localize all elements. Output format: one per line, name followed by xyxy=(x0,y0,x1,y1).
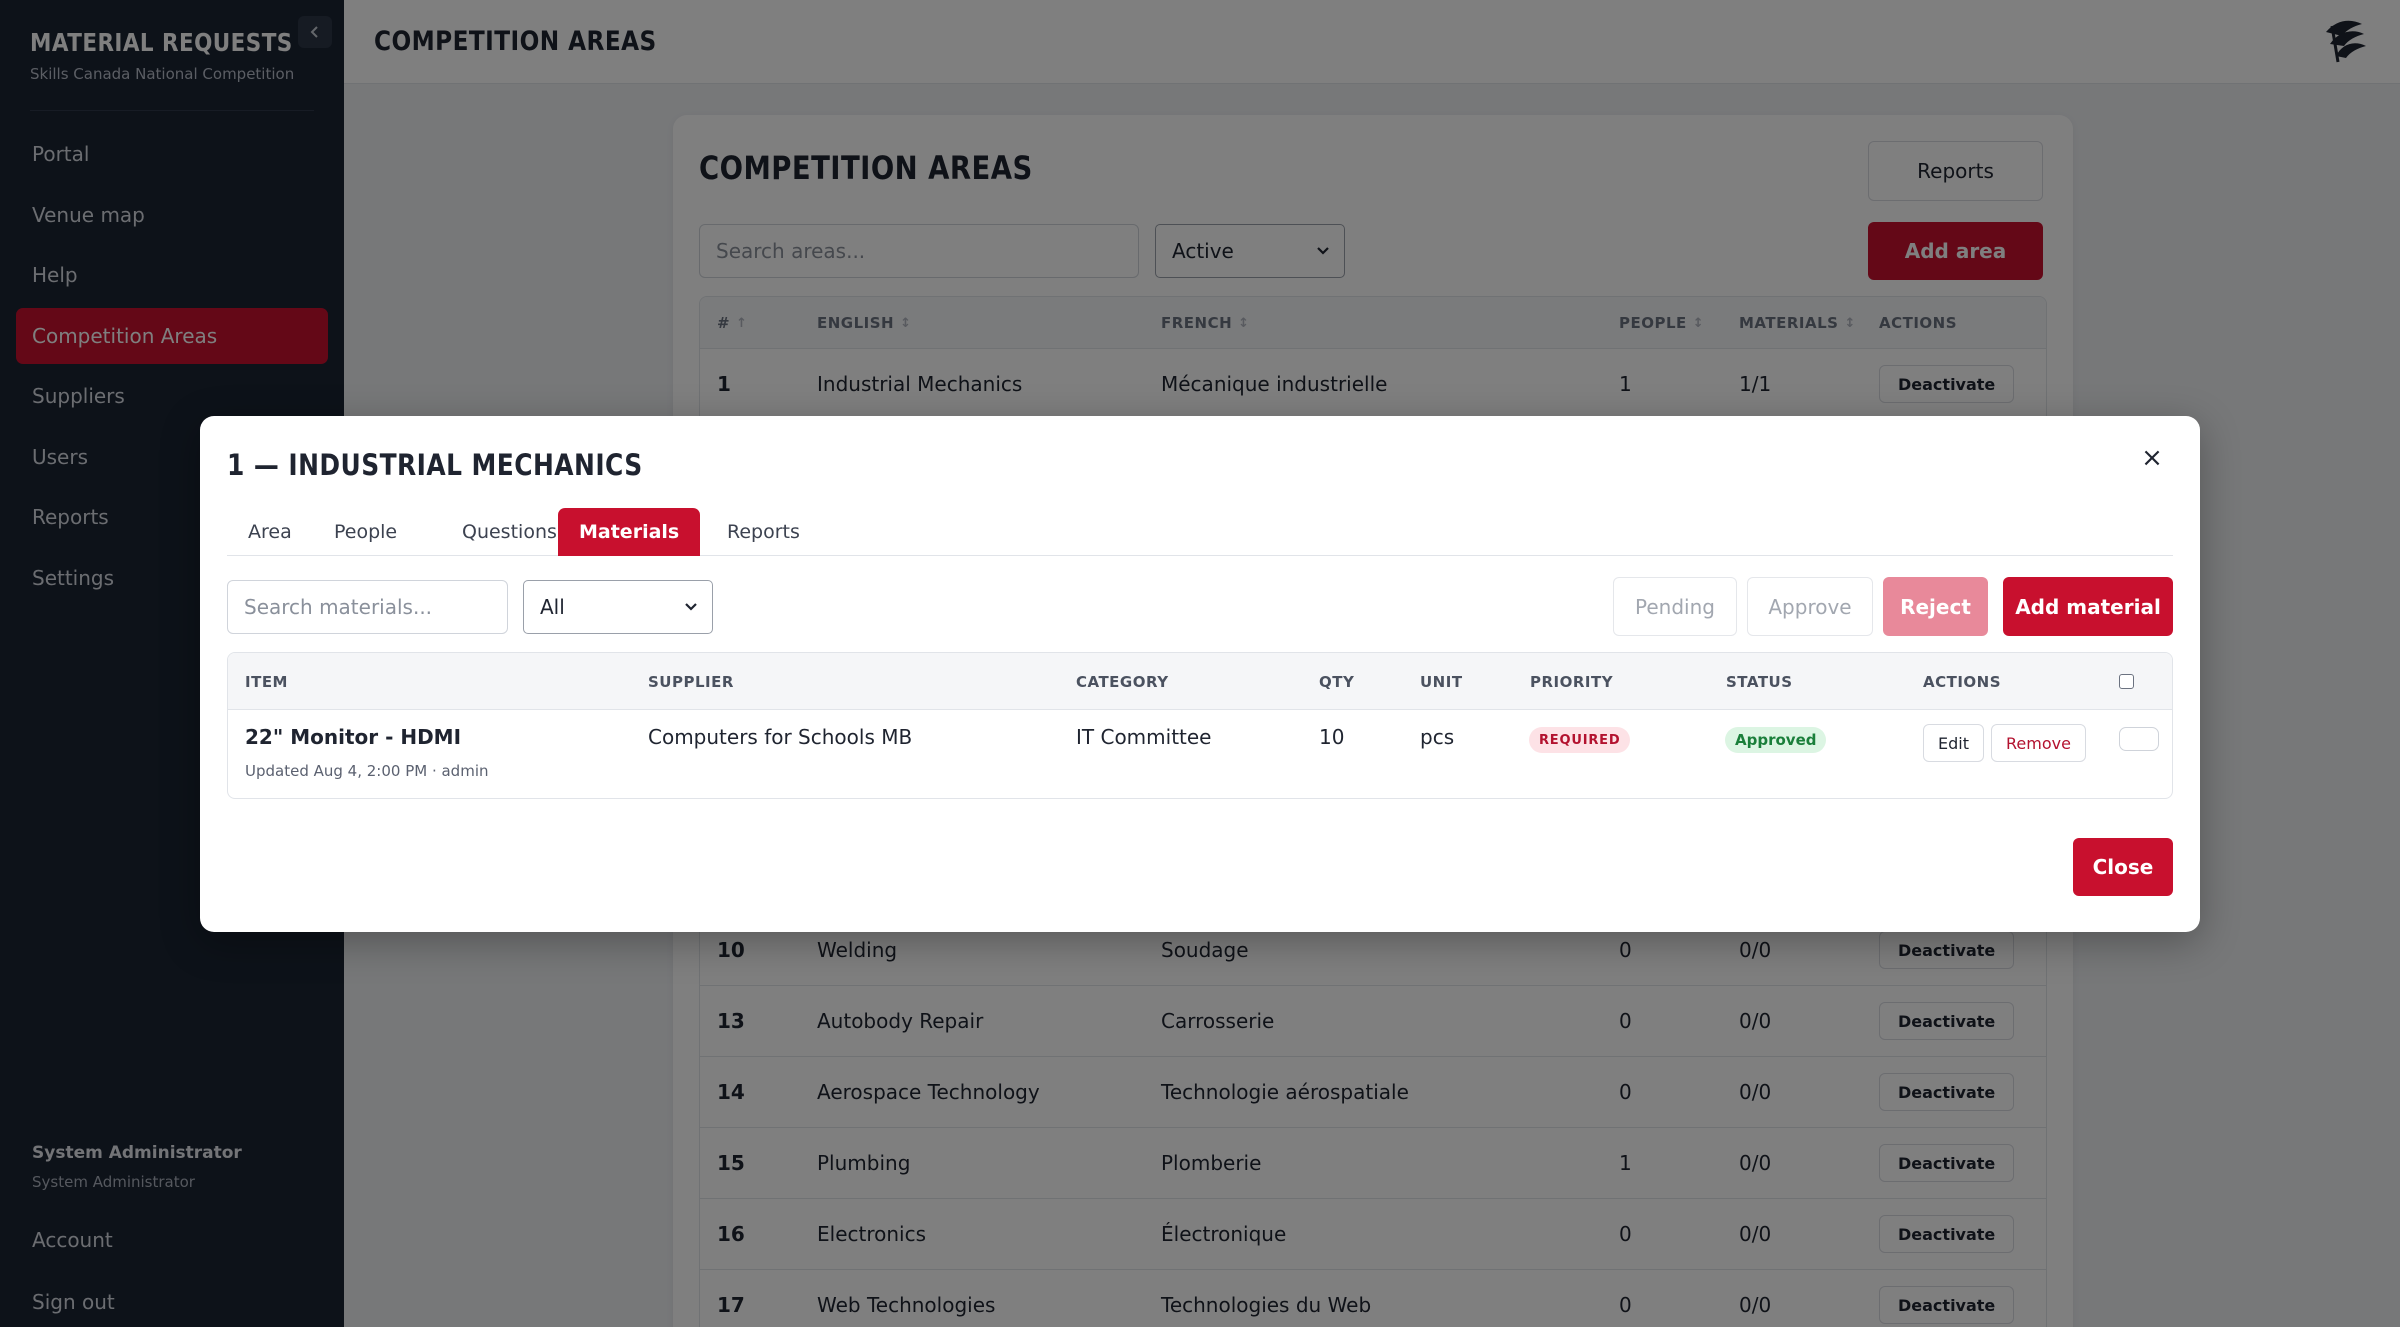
cell-item-meta: Updated Aug 4, 2:00 PM · admin xyxy=(245,762,489,780)
close-icon[interactable]: × xyxy=(2141,443,2163,473)
materials-table-header: ITEM SUPPLIER CATEGORY QTY UNIT PRIORITY… xyxy=(228,653,2172,710)
col-qty-header: QTY xyxy=(1319,672,1355,691)
tab-people[interactable]: People xyxy=(334,521,398,543)
tab-questions[interactable]: Questions xyxy=(462,521,557,543)
col-supplier-header: SUPPLIER xyxy=(648,672,734,691)
add-material-button[interactable]: Add material xyxy=(2003,577,2173,636)
reject-button[interactable]: Reject xyxy=(1883,577,1988,636)
modal-title: 1 — INDUSTRIAL MECHANICS xyxy=(227,448,643,482)
priority-badge: REQUIRED xyxy=(1529,727,1631,753)
area-details-modal: 1 — INDUSTRIAL MECHANICS × Area People Q… xyxy=(200,416,2200,932)
tab-area[interactable]: Area xyxy=(248,521,292,543)
materials-filter-value: All xyxy=(540,595,565,619)
remove-button[interactable]: Remove xyxy=(1991,724,2086,762)
col-priority-header: PRIORITY xyxy=(1530,672,1614,691)
col-actions-header: ACTIONS xyxy=(1923,672,2002,691)
cell-supplier: Computers for Schools MB xyxy=(648,725,913,749)
tab-materials[interactable]: Materials xyxy=(558,508,701,556)
row-select-checkbox[interactable] xyxy=(2119,727,2159,751)
col-unit-header: UNIT xyxy=(1420,672,1463,691)
cell-category: IT Committee xyxy=(1076,725,1212,749)
modal-tabs: Area People Questions Materials Reports xyxy=(227,508,2173,556)
edit-button[interactable]: Edit xyxy=(1923,724,1984,762)
table-row: 22" Monitor - HDMI Updated Aug 4, 2:00 P… xyxy=(228,710,2172,798)
col-status-header: STATUS xyxy=(1726,672,1793,691)
status-badge: Approved xyxy=(1725,727,1827,753)
pending-button[interactable]: Pending xyxy=(1613,577,1737,636)
cell-unit: pcs xyxy=(1420,725,1455,749)
approve-button[interactable]: Approve xyxy=(1747,577,1873,636)
tab-reports[interactable]: Reports xyxy=(727,521,800,543)
select-all-checkbox[interactable] xyxy=(2119,674,2134,689)
close-button[interactable]: Close xyxy=(2073,838,2173,896)
cell-qty: 10 xyxy=(1319,725,1345,749)
col-category-header: CATEGORY xyxy=(1076,672,1169,691)
col-item-header: ITEM xyxy=(245,672,288,691)
materials-table: ITEM SUPPLIER CATEGORY QTY UNIT PRIORITY… xyxy=(227,652,2173,799)
search-materials-input[interactable]: Search materials... xyxy=(227,580,508,634)
chevron-down-icon xyxy=(685,603,697,611)
materials-filter-select[interactable]: All xyxy=(523,580,713,634)
cell-item: 22" Monitor - HDMI xyxy=(245,725,462,749)
